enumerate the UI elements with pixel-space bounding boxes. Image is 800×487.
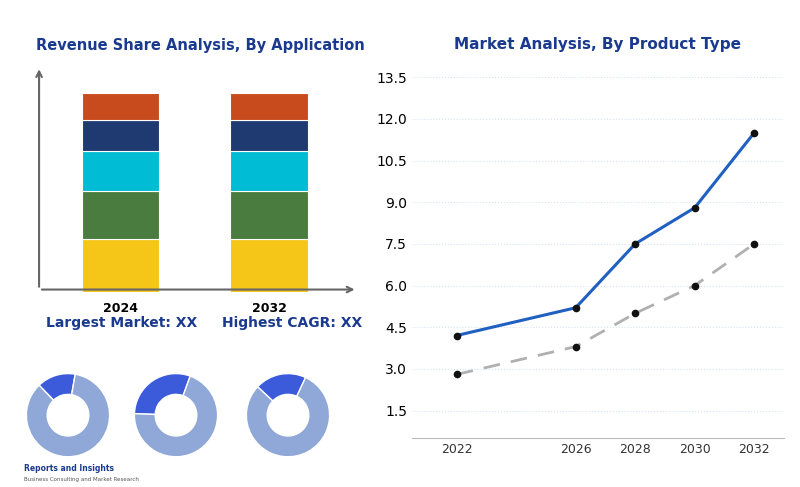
Wedge shape xyxy=(246,377,330,457)
Bar xyxy=(82,119,159,151)
Wedge shape xyxy=(134,374,190,414)
Bar xyxy=(230,239,308,292)
Title: Revenue Share Analysis, By Application: Revenue Share Analysis, By Application xyxy=(36,38,364,53)
Bar xyxy=(230,191,308,239)
Bar xyxy=(82,93,159,119)
Bar xyxy=(82,191,159,239)
Bar xyxy=(82,151,159,191)
Bar xyxy=(230,119,308,151)
Text: Highest CAGR: XX: Highest CAGR: XX xyxy=(222,317,362,330)
Text: Largest Market: XX: Largest Market: XX xyxy=(46,317,198,330)
Bar xyxy=(230,151,308,191)
Wedge shape xyxy=(39,374,75,400)
Title: Market Analysis, By Product Type: Market Analysis, By Product Type xyxy=(454,37,742,53)
Bar xyxy=(230,93,308,119)
Text: Reports and Insights: Reports and Insights xyxy=(24,464,114,472)
Text: GLOBAL RESOLVERS MARKET SEGMENT ANALYSIS: GLOBAL RESOLVERS MARKET SEGMENT ANALYSIS xyxy=(14,19,459,34)
Wedge shape xyxy=(258,374,306,401)
Wedge shape xyxy=(134,376,218,457)
Bar xyxy=(82,239,159,292)
Wedge shape xyxy=(26,374,110,457)
Text: Business Consulting and Market Research: Business Consulting and Market Research xyxy=(24,477,139,482)
